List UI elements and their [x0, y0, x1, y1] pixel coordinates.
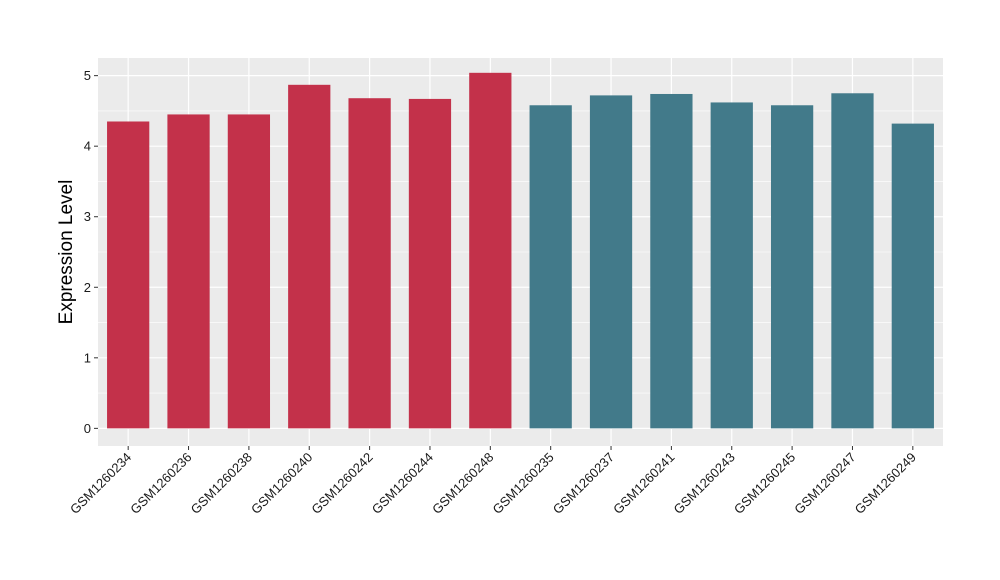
y-tick-label: 3 [84, 209, 91, 224]
y-tick-label: 0 [84, 421, 91, 436]
bar-gsm1260247 [831, 93, 874, 429]
x-tick-label: GSM1260247 [791, 450, 858, 517]
x-tick-label: GSM1260234 [67, 450, 134, 517]
x-tick-label: GSM1260235 [489, 450, 556, 517]
bar-gsm1260240 [288, 84, 331, 429]
x-tick-label: GSM1260237 [550, 450, 617, 517]
bar-gsm1260242 [348, 98, 391, 429]
y-axis-title: Expression Level [56, 180, 77, 325]
bar-gsm1260237 [589, 95, 633, 429]
x-tick-label: GSM1260242 [308, 450, 375, 517]
x-tick-label: GSM1260236 [127, 450, 194, 517]
bar-gsm1260241 [650, 93, 693, 429]
y-axis: 0 1 2 3 4 5 [84, 68, 98, 436]
y-tick-label: 1 [84, 350, 91, 365]
bars [107, 72, 934, 429]
x-tick-label: GSM1260245 [731, 450, 798, 517]
bar-gsm1260235 [529, 105, 572, 429]
x-tick-label: GSM1260240 [248, 450, 315, 517]
x-axis: GSM1260234GSM1260236GSM1260238GSM1260240… [67, 446, 919, 517]
x-tick-label: GSM1260248 [429, 450, 496, 517]
bar-gsm1260243 [710, 102, 753, 429]
bar-gsm1260245 [770, 105, 814, 429]
x-tick-label: GSM1260244 [369, 450, 436, 517]
bar-gsm1260248 [469, 72, 512, 429]
bar-gsm1260238 [227, 114, 271, 429]
x-tick-label: GSM1260241 [610, 450, 677, 517]
x-tick-label: GSM1260238 [188, 450, 255, 517]
x-tick-label: GSM1260243 [671, 450, 738, 517]
y-tick-label: 5 [84, 68, 91, 83]
y-tick-label: 4 [84, 139, 91, 154]
bar-gsm1260234 [107, 121, 150, 429]
bar-gsm1260249 [891, 123, 934, 429]
y-tick-label: 2 [84, 280, 91, 295]
x-tick-label: GSM1260249 [852, 450, 919, 517]
bar-gsm1260236 [167, 114, 210, 429]
bar-gsm1260244 [408, 98, 452, 429]
